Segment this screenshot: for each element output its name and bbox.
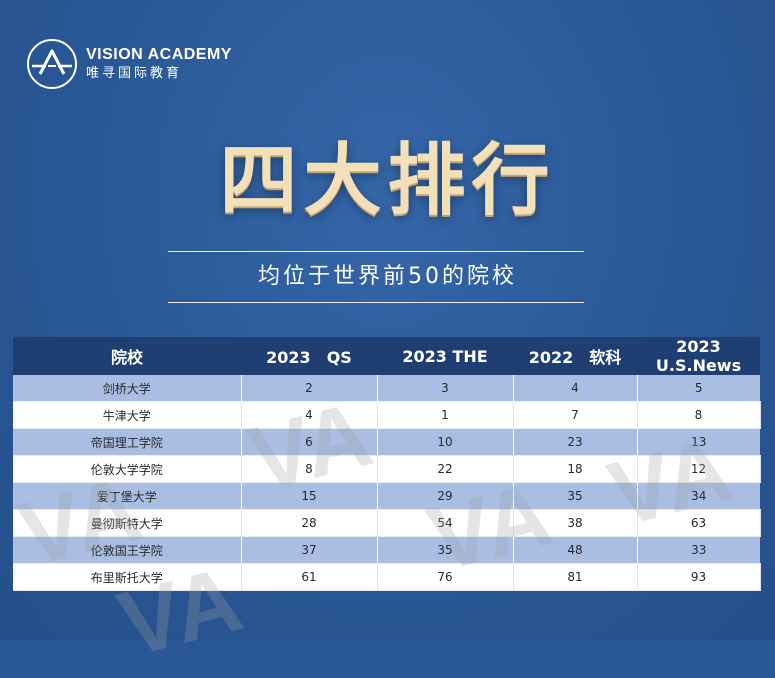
page-subtitle: 均位于世界前50的院校 xyxy=(258,264,517,289)
table-row: 爱丁堡大学 15 29 35 34 xyxy=(13,482,760,510)
cell-usnews: 13 xyxy=(637,428,760,456)
cell-qs: 6 xyxy=(241,428,378,456)
cell-school: 爱丁堡大学 xyxy=(13,482,242,510)
cell-school: 牛津大学 xyxy=(13,401,242,429)
brand-name-en: VISION ACADEMY xyxy=(86,46,232,63)
table-row: 帝国理工学院 6 10 23 13 xyxy=(13,428,760,456)
table-row: 牛津大学 4 1 7 8 xyxy=(13,401,761,429)
cell-school: 伦敦国王学院 xyxy=(13,536,242,564)
cell-qs: 8 xyxy=(241,455,378,483)
table-row: 伦敦大学学院 8 22 18 12 xyxy=(13,455,761,483)
table-row: 曼彻斯特大学 28 54 38 63 xyxy=(13,509,761,537)
column-header-school: 院校 xyxy=(13,337,241,375)
ranking-table: 院校 2023 QS 2023 THE 2022 软科 2023 U.S.New… xyxy=(13,337,761,591)
cell-shanghai: 7 xyxy=(513,401,638,429)
cell-the: 54 xyxy=(377,509,514,537)
page-title: 四大排行 xyxy=(219,135,556,226)
cell-shanghai: 35 xyxy=(513,482,638,510)
cell-school: 伦敦大学学院 xyxy=(13,455,242,483)
cell-school: 布里斯托大学 xyxy=(13,563,242,591)
table-row: 布里斯托大学 61 76 81 93 xyxy=(13,563,761,591)
cell-qs: 61 xyxy=(241,563,378,591)
column-header-shanghai: 2022 软科 xyxy=(513,337,637,375)
ranking-table-container: 院校 2023 QS 2023 THE 2022 软科 2023 U.S.New… xyxy=(13,337,761,591)
divider-bottom xyxy=(168,302,584,303)
table-row: 伦敦国王学院 37 35 48 33 xyxy=(13,536,760,564)
cell-shanghai: 4 xyxy=(513,375,638,402)
cell-shanghai: 18 xyxy=(513,455,638,483)
table-header-row: 院校 2023 QS 2023 THE 2022 软科 2023 U.S.New… xyxy=(13,337,760,375)
divider-top xyxy=(168,251,584,252)
cell-usnews: 63 xyxy=(637,509,761,537)
cell-the: 1 xyxy=(377,401,514,429)
cell-qs: 15 xyxy=(241,482,378,510)
brand-logo: VISION ACADEMY 唯寻国际教育 xyxy=(26,38,232,90)
cell-shanghai: 81 xyxy=(513,563,638,591)
cell-the: 29 xyxy=(377,482,514,510)
a-triangle-logo-icon xyxy=(27,39,77,89)
cell-usnews: 93 xyxy=(637,563,761,591)
cell-usnews: 12 xyxy=(637,455,761,483)
table-row: 剑桥大学 2 3 4 5 xyxy=(13,375,760,402)
cell-school: 剑桥大学 xyxy=(13,375,242,402)
cell-qs: 37 xyxy=(241,536,378,564)
cell-usnews: 5 xyxy=(637,375,760,402)
cell-the: 76 xyxy=(377,563,514,591)
cell-the: 3 xyxy=(377,375,514,402)
cell-shanghai: 48 xyxy=(513,536,638,564)
cell-the: 22 xyxy=(377,455,514,483)
column-header-the: 2023 THE xyxy=(377,337,513,375)
cell-qs: 28 xyxy=(241,509,378,537)
cell-school: 帝国理工学院 xyxy=(13,428,242,456)
cell-usnews: 8 xyxy=(637,401,761,429)
cell-shanghai: 38 xyxy=(513,509,638,537)
cell-the: 35 xyxy=(377,536,514,564)
cell-qs: 4 xyxy=(241,401,378,429)
cell-the: 10 xyxy=(377,428,514,456)
cell-shanghai: 23 xyxy=(513,428,638,456)
cell-school: 曼彻斯特大学 xyxy=(13,509,242,537)
cell-qs: 2 xyxy=(241,375,378,402)
cell-usnews: 33 xyxy=(637,536,760,564)
column-header-usnews: 2023 U.S.News xyxy=(637,337,760,375)
cell-usnews: 34 xyxy=(637,482,760,510)
brand-name-cn: 唯寻国际教育 xyxy=(86,66,183,81)
column-header-qs: 2023 QS xyxy=(241,337,377,375)
